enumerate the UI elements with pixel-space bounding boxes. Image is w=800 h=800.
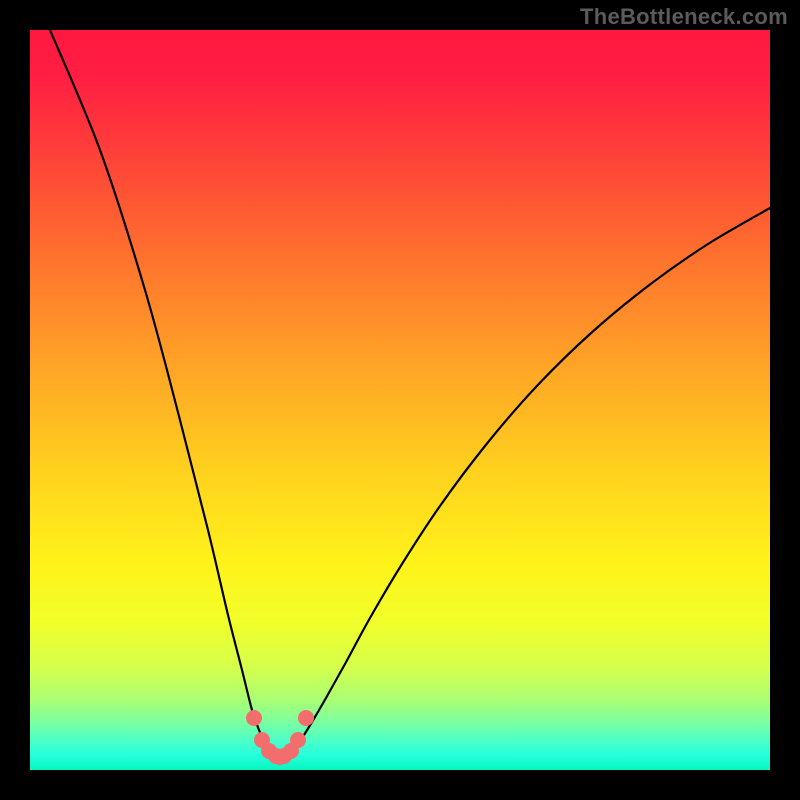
watermark-text: TheBottleneck.com [580, 4, 788, 30]
marker-dot [246, 710, 262, 726]
marker-dot [298, 710, 314, 726]
plot-area [30, 30, 770, 770]
gradient-background [30, 30, 770, 770]
marker-dot [272, 749, 288, 765]
chart-container: TheBottleneck.com [0, 0, 800, 800]
bottleneck-curve-chart [30, 30, 770, 770]
